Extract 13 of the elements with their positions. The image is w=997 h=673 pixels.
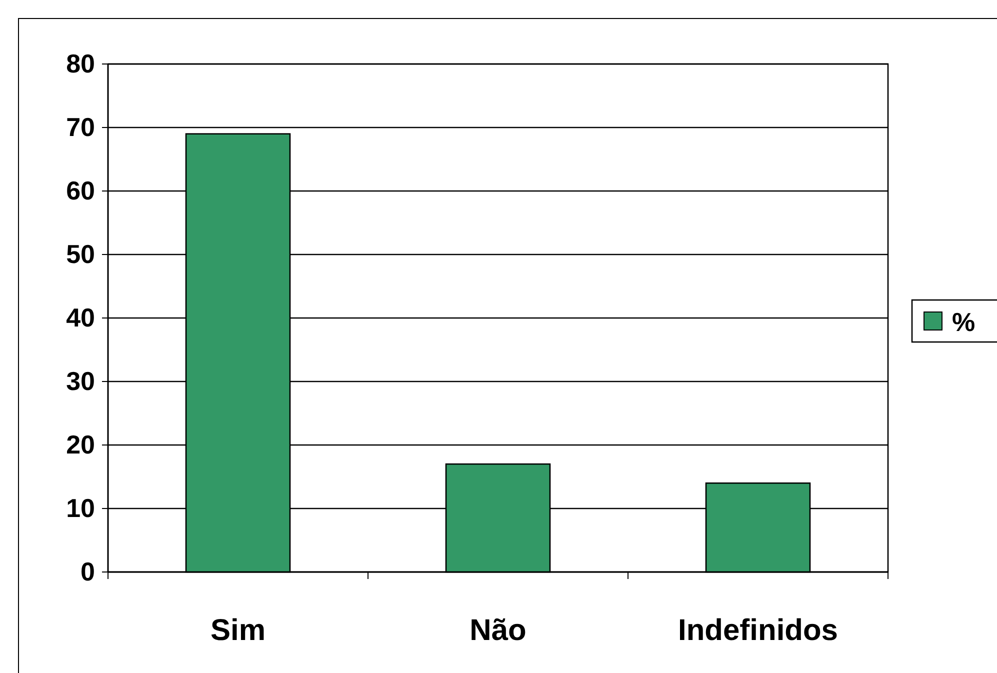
y-tick-label: 30 bbox=[66, 366, 95, 396]
x-tick-label: Não bbox=[470, 614, 526, 647]
y-tick-label: 60 bbox=[66, 175, 95, 206]
y-tick-label: 10 bbox=[66, 492, 95, 523]
x-tick-label: Sim bbox=[210, 614, 266, 647]
y-tick-label: 50 bbox=[66, 238, 95, 269]
y-tick-label: 0 bbox=[80, 556, 95, 586]
y-tick-label: 40 bbox=[66, 302, 95, 332]
y-tick-label: 20 bbox=[66, 429, 95, 460]
legend-label: % bbox=[952, 307, 976, 337]
y-tick-label: 80 bbox=[66, 48, 95, 78]
x-tick-label: Indefinidos bbox=[678, 614, 838, 647]
y-tick-label: 70 bbox=[66, 112, 95, 142]
